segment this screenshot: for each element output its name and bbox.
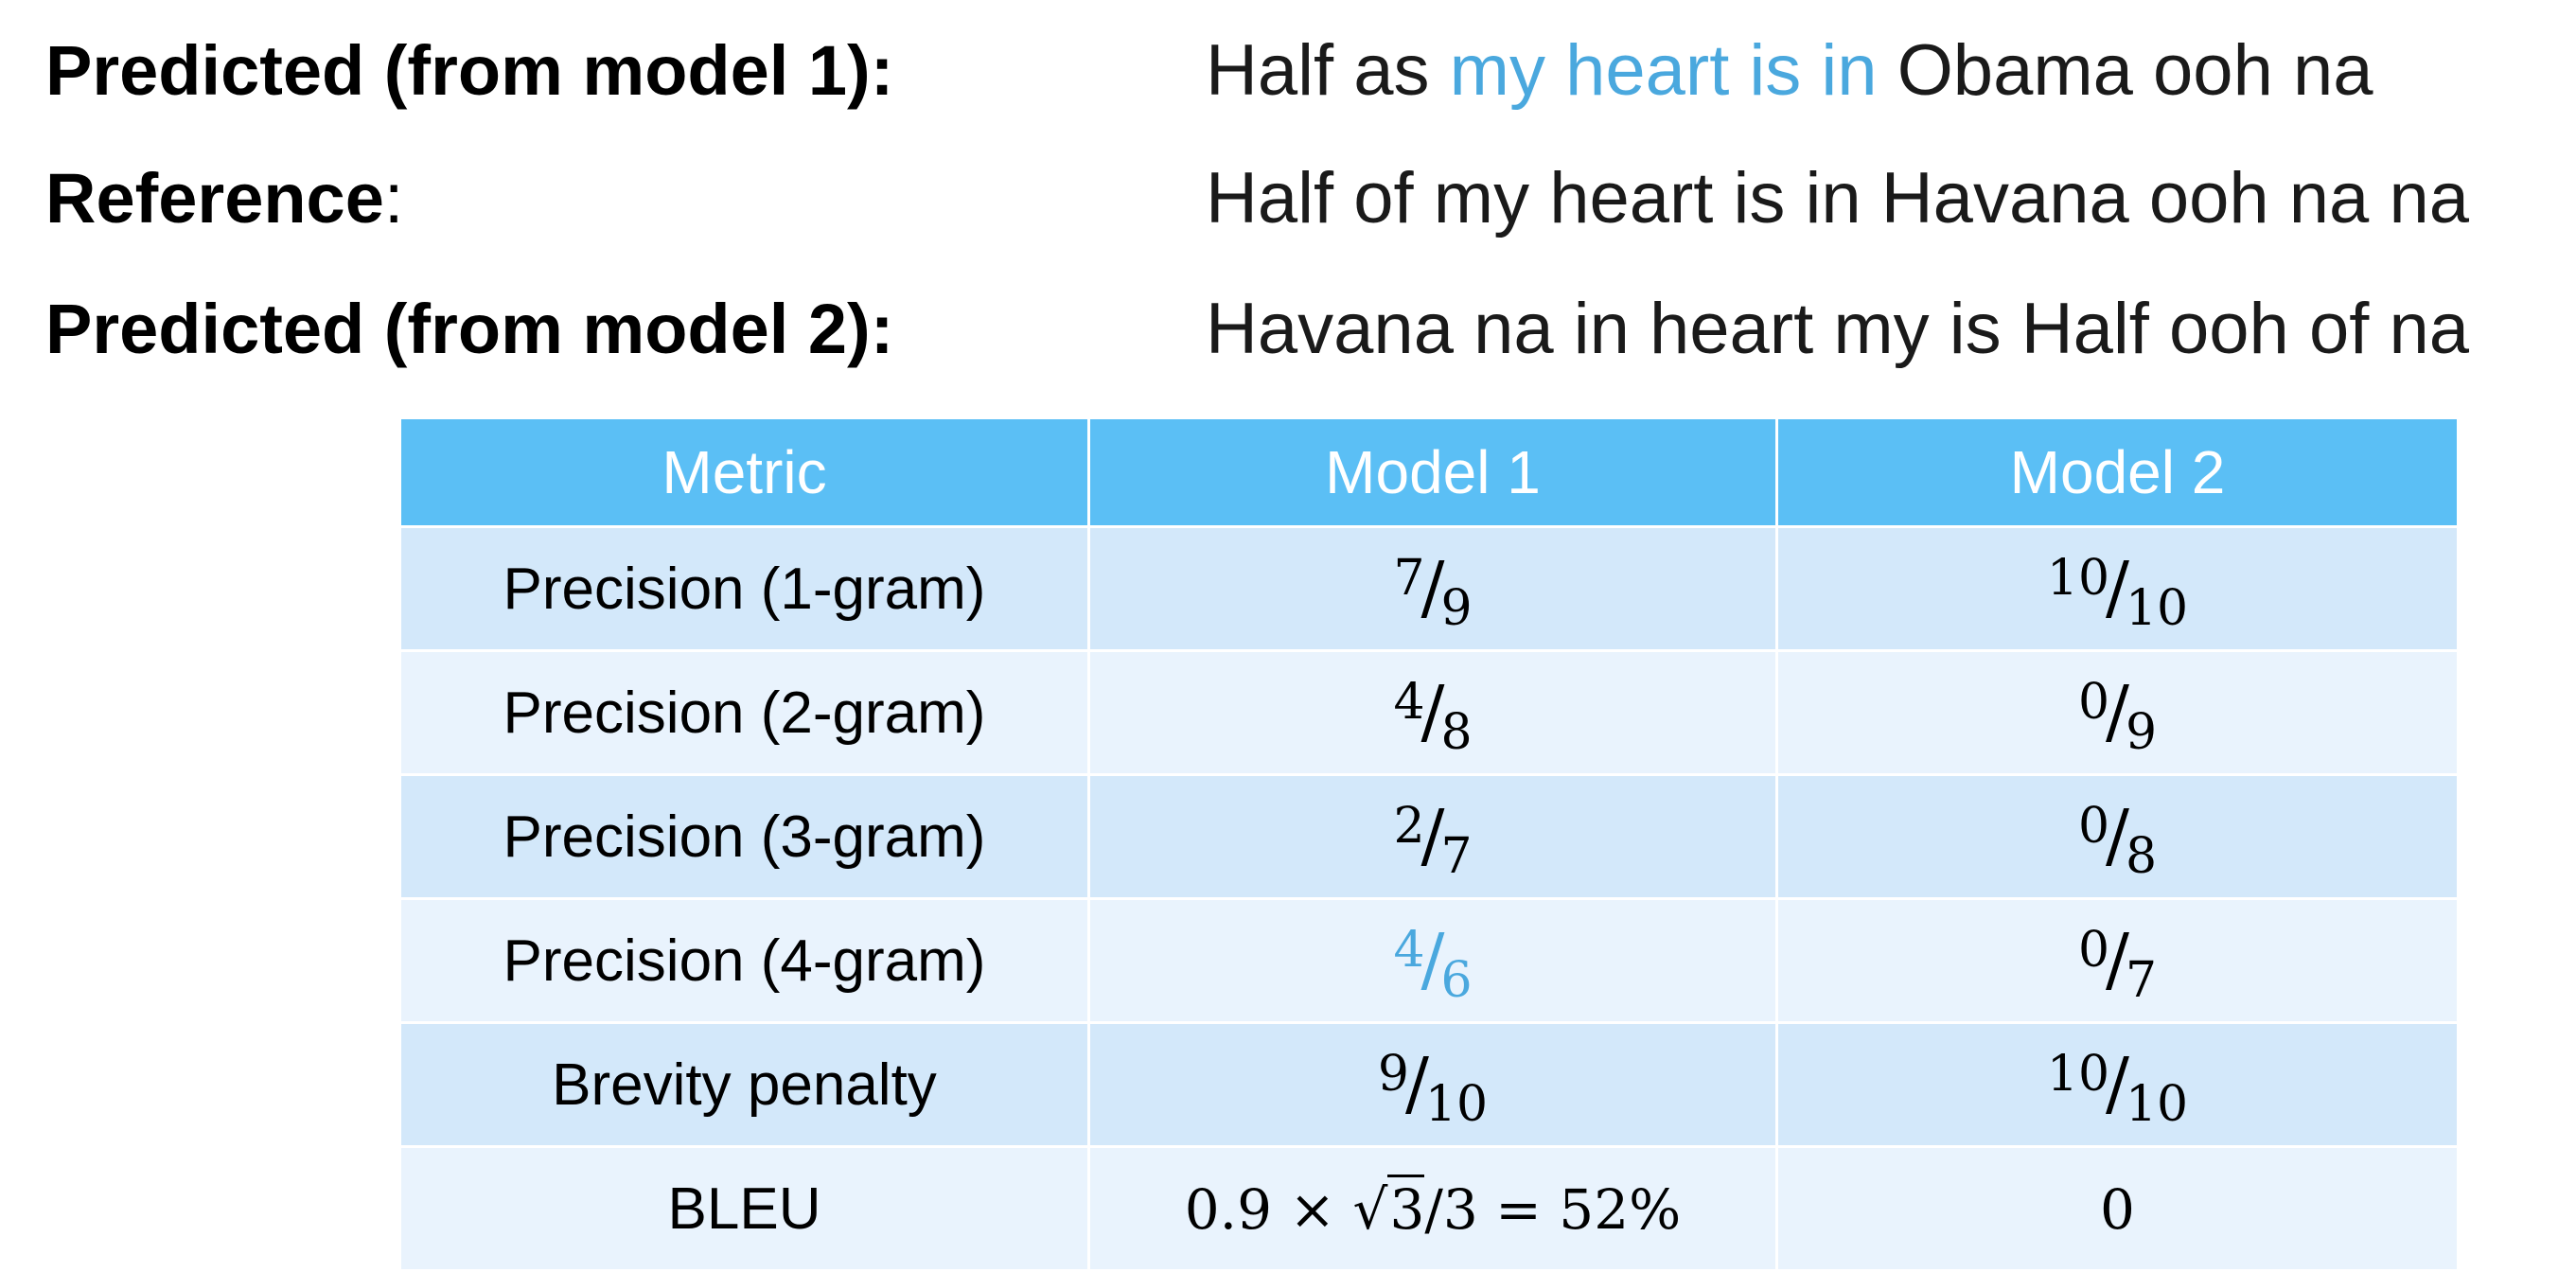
predicted-1-sentence: Half as my heart is in Obama ooh na: [1206, 35, 2373, 107]
model-1-cell: 7/9: [1087, 525, 1778, 652]
model-1-cell: 9/10: [1087, 1021, 1778, 1148]
model-2-cell: 0: [1775, 1145, 2460, 1272]
metric-cell: Precision (1-gram): [398, 525, 1090, 652]
predicted-1-after: Obama ooh na: [1877, 30, 2373, 111]
denominator: 9: [1440, 579, 1473, 637]
table-row: Precision (3-gram) 2/7 0/8: [398, 773, 2460, 900]
fraction: 10/10: [2046, 1042, 2189, 1133]
formula-lead: 0.9 ×: [1184, 1176, 1353, 1242]
table-row: Precision (4-gram) 4/6 0/7: [398, 897, 2460, 1024]
bleu-formula: 0.9 × √3/3 = 52%: [1184, 1174, 1682, 1242]
metric-cell: Precision (4-gram): [398, 897, 1090, 1024]
table-row: BLEU 0.9 × √3/3 = 52% 0: [398, 1145, 2460, 1272]
reference-label: Reference:: [45, 164, 403, 234]
denominator: 7: [1440, 827, 1473, 885]
denominator: 10: [2125, 1075, 2189, 1133]
numerator: 2: [1393, 797, 1425, 855]
fraction: 7/9: [1393, 546, 1473, 637]
denominator: 10: [2125, 579, 2189, 637]
denominator: 6: [1440, 951, 1473, 1009]
reference-label-text: Reference: [45, 159, 384, 238]
header-metric: Metric: [398, 416, 1090, 528]
predicted-2-label: Predicted (from model 2):: [45, 290, 894, 368]
model-2-cell: 10/10: [1775, 1021, 2460, 1148]
numerator: 0: [2077, 921, 2110, 979]
fraction: 0/8: [2077, 794, 2158, 885]
denominator: 7: [2125, 951, 2158, 1009]
numerator: 0: [2077, 797, 2110, 855]
numerator: 7: [1393, 549, 1425, 607]
numerator: 10: [2046, 1045, 2110, 1103]
bleu-metrics-table: Metric Model 1 Model 2 Precision (1-gram…: [398, 416, 2460, 1272]
model-2-cell: 0/7: [1775, 897, 2460, 1024]
formula-tail: /3 = 52%: [1424, 1176, 1682, 1242]
header-model-1: Model 1: [1087, 416, 1778, 528]
sentence-row-reference: Reference: Half of my heart is in Havana…: [0, 137, 2576, 260]
predicted-1-before: Half as: [1206, 30, 1450, 111]
model-1-cell: 4/6: [1087, 897, 1778, 1024]
predicted-1-highlight: my heart is in: [1449, 30, 1878, 111]
metric-cell: Brevity penalty: [398, 1021, 1090, 1148]
denominator: 9: [2125, 703, 2158, 761]
fraction: 4/8: [1393, 670, 1473, 761]
numerator: 4: [1393, 673, 1425, 731]
fraction: 0/9: [2077, 670, 2158, 761]
sentence-row-predicted-1: Predicted (from model 1): Half as my hea…: [0, 9, 2576, 132]
numerator: 10: [2046, 549, 2110, 607]
sentence-row-predicted-2: Predicted (from model 2): Havana na in h…: [0, 268, 2576, 391]
fraction: 9/10: [1377, 1042, 1489, 1133]
metric-cell: Precision (2-gram): [398, 649, 1090, 776]
numerator: 4: [1393, 921, 1425, 979]
table-row: Brevity penalty 9/10 10/10: [398, 1021, 2460, 1148]
metric-cell: BLEU: [398, 1145, 1090, 1272]
numerator: 0: [2077, 673, 2110, 731]
table-row: Precision (2-gram) 4/8 0/9: [398, 649, 2460, 776]
model-1-cell: 2/7: [1087, 773, 1778, 900]
sqrt-sign: √: [1352, 1176, 1388, 1242]
fraction: 2/7: [1393, 794, 1473, 885]
reference-sentence: Half of my heart is in Havana ooh na na: [1206, 158, 2469, 238]
metric-cell: Precision (3-gram): [398, 773, 1090, 900]
model-2-cell: 0/9: [1775, 649, 2460, 776]
predicted-1-label: Predicted (from model 1):: [45, 31, 894, 110]
model-2-cell: 10/10: [1775, 525, 2460, 652]
numerator: 9: [1377, 1045, 1409, 1103]
model-2-cell: 0/8: [1775, 773, 2460, 900]
table-header-row: Metric Model 1 Model 2: [398, 416, 2460, 528]
fraction: 0/7: [2077, 918, 2158, 1009]
predicted-2-sentence: Havana na in heart my is Half ooh of na: [1206, 289, 2469, 369]
table-row: Precision (1-gram) 7/9 10/10: [398, 525, 2460, 652]
fraction-highlighted: 4/6: [1393, 918, 1473, 1009]
bleu-value: 0: [2100, 1176, 2135, 1242]
denominator: 8: [2125, 827, 2158, 885]
model-1-cell: 4/8: [1087, 649, 1778, 776]
denominator: 8: [1440, 703, 1473, 761]
radicand: 3: [1387, 1174, 1425, 1242]
reference-label-colon: :: [383, 159, 404, 238]
fraction: 10/10: [2046, 546, 2189, 637]
denominator: 10: [1424, 1075, 1489, 1133]
model-1-cell: 0.9 × √3/3 = 52%: [1087, 1145, 1778, 1272]
header-model-2: Model 2: [1775, 416, 2460, 528]
